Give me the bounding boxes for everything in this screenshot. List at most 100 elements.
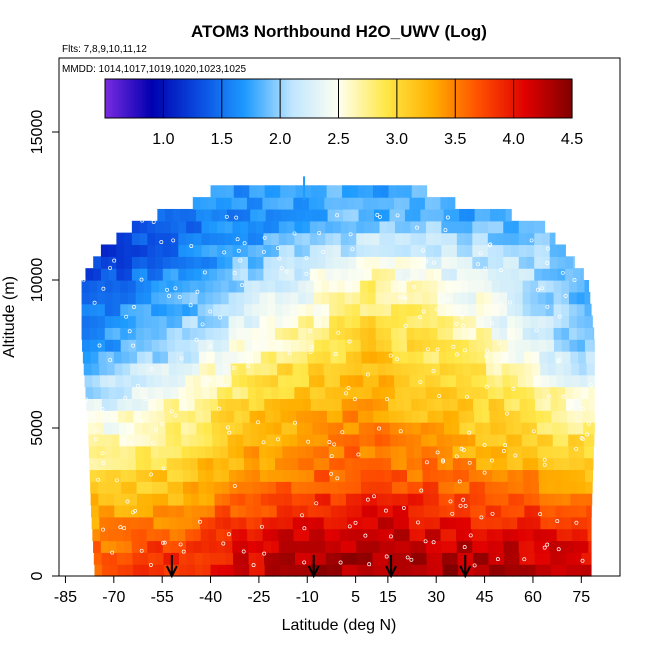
- heatmap-cell: [579, 374, 589, 388]
- sample-dot: [179, 356, 184, 361]
- heatmap-cell: [397, 433, 407, 447]
- heatmap-cell: [422, 327, 431, 340]
- heatmap-cell: [265, 410, 274, 423]
- colorbar-swatch: [233, 79, 237, 118]
- heatmap-cell: [393, 362, 402, 376]
- colorbar-swatch: [345, 79, 349, 118]
- heatmap-cell: [535, 398, 544, 411]
- heatmap-cell: [330, 504, 340, 518]
- heatmap-cell: [251, 327, 261, 340]
- heatmap-cell: [404, 208, 414, 222]
- heatmap-cell: [364, 552, 373, 565]
- heatmap-cell: [285, 516, 294, 530]
- heatmap-cell: [456, 528, 465, 542]
- heatmap-cell: [507, 469, 516, 482]
- colorbar-swatch: [226, 79, 230, 118]
- heatmap-cell: [295, 564, 304, 577]
- heatmap-cell: [301, 197, 310, 210]
- heatmap-cell: [467, 422, 476, 435]
- heatmap-cell: [81, 291, 90, 305]
- sample-dot: [352, 397, 357, 402]
- heatmap-cell: [253, 504, 262, 518]
- heatmap-cell: [526, 256, 535, 269]
- heatmap-cell: [189, 445, 198, 459]
- heatmap-cell: [414, 457, 423, 471]
- heatmap-cell: [124, 540, 133, 553]
- heatmap-cell: [278, 386, 288, 399]
- heatmap-cell: [565, 244, 566, 257]
- heatmap-cell: [108, 244, 117, 257]
- heatmap-cell: [267, 280, 276, 293]
- heatmap-cell: [228, 457, 237, 471]
- heatmap-cell: [339, 374, 349, 388]
- heatmap-cell: [276, 351, 285, 364]
- heatmap-cell: [478, 516, 487, 530]
- sample-dot: [135, 384, 140, 388]
- colorbar-swatch: [161, 79, 164, 118]
- heatmap-cell: [495, 220, 504, 234]
- heatmap-cell: [214, 504, 224, 518]
- heatmap-cell: [475, 433, 484, 447]
- heatmap-cell: [474, 422, 484, 435]
- heatmap-cell: [364, 268, 373, 281]
- heatmap-cell: [378, 374, 387, 388]
- y-tick-label: 10000: [29, 258, 46, 303]
- heatmap-cell: [570, 351, 579, 364]
- heatmap-cell: [155, 232, 164, 246]
- sample-dot: [167, 293, 172, 298]
- heatmap-cell: [452, 280, 462, 293]
- heatmap-cell: [545, 303, 555, 317]
- heatmap-cell: [213, 339, 222, 352]
- heatmap-cell: [276, 504, 286, 518]
- sample-dot: [350, 247, 355, 252]
- heatmap-cell: [152, 493, 161, 506]
- sample-dot: [457, 479, 462, 484]
- heatmap-cell: [216, 528, 225, 542]
- heatmap-cell: [162, 540, 172, 553]
- heatmap-cell: [334, 564, 343, 577]
- heatmap-cell: [443, 208, 452, 222]
- heatmap-cell: [519, 398, 528, 411]
- heatmap-cell: [109, 564, 119, 577]
- colorbar-swatch: [121, 79, 125, 118]
- colorbar-swatch: [294, 79, 298, 118]
- heatmap-cell: [347, 197, 356, 210]
- heatmap-cell: [376, 493, 386, 506]
- heatmap-cell: [448, 197, 456, 210]
- sample-dot: [418, 315, 423, 320]
- heatmap-cell: [525, 528, 535, 542]
- sample-dot: [279, 266, 284, 271]
- heatmap-cell: [166, 445, 175, 459]
- heatmap-cell: [193, 268, 203, 281]
- colorbar-swatch: [410, 79, 414, 118]
- heatmap-cell: [425, 232, 435, 246]
- heatmap-cell: [98, 493, 107, 506]
- heatmap-cell: [307, 493, 316, 506]
- heatmap-cell: [265, 208, 275, 222]
- heatmap-cell: [538, 339, 547, 352]
- sample-dot: [275, 246, 280, 251]
- heatmap-cell: [468, 303, 477, 317]
- heatmap-cell: [541, 268, 551, 281]
- heatmap-cell: [464, 256, 473, 269]
- heatmap-cell: [450, 564, 459, 577]
- heatmap-cell: [162, 232, 172, 246]
- heatmap-cell: [131, 268, 141, 281]
- sample-dot: [353, 520, 358, 525]
- heatmap-cell: [356, 552, 366, 565]
- heatmap-cell: [178, 244, 187, 257]
- heatmap-cell: [406, 339, 416, 352]
- heatmap-cell: [254, 516, 263, 530]
- heatmap-cell: [282, 457, 292, 471]
- colorbar-swatch: [534, 79, 538, 118]
- heatmap-cell: [160, 504, 170, 518]
- heatmap-cell: [249, 185, 258, 198]
- colorbar-swatch: [221, 79, 225, 118]
- heatmap-cell: [445, 303, 454, 317]
- colorbar-swatch: [473, 79, 477, 118]
- heatmap-cell: [151, 339, 160, 352]
- sample-dot: [405, 555, 410, 560]
- heatmap-cell: [112, 469, 122, 482]
- heatmap-cell: [422, 303, 431, 317]
- heatmap-cell: [133, 564, 142, 577]
